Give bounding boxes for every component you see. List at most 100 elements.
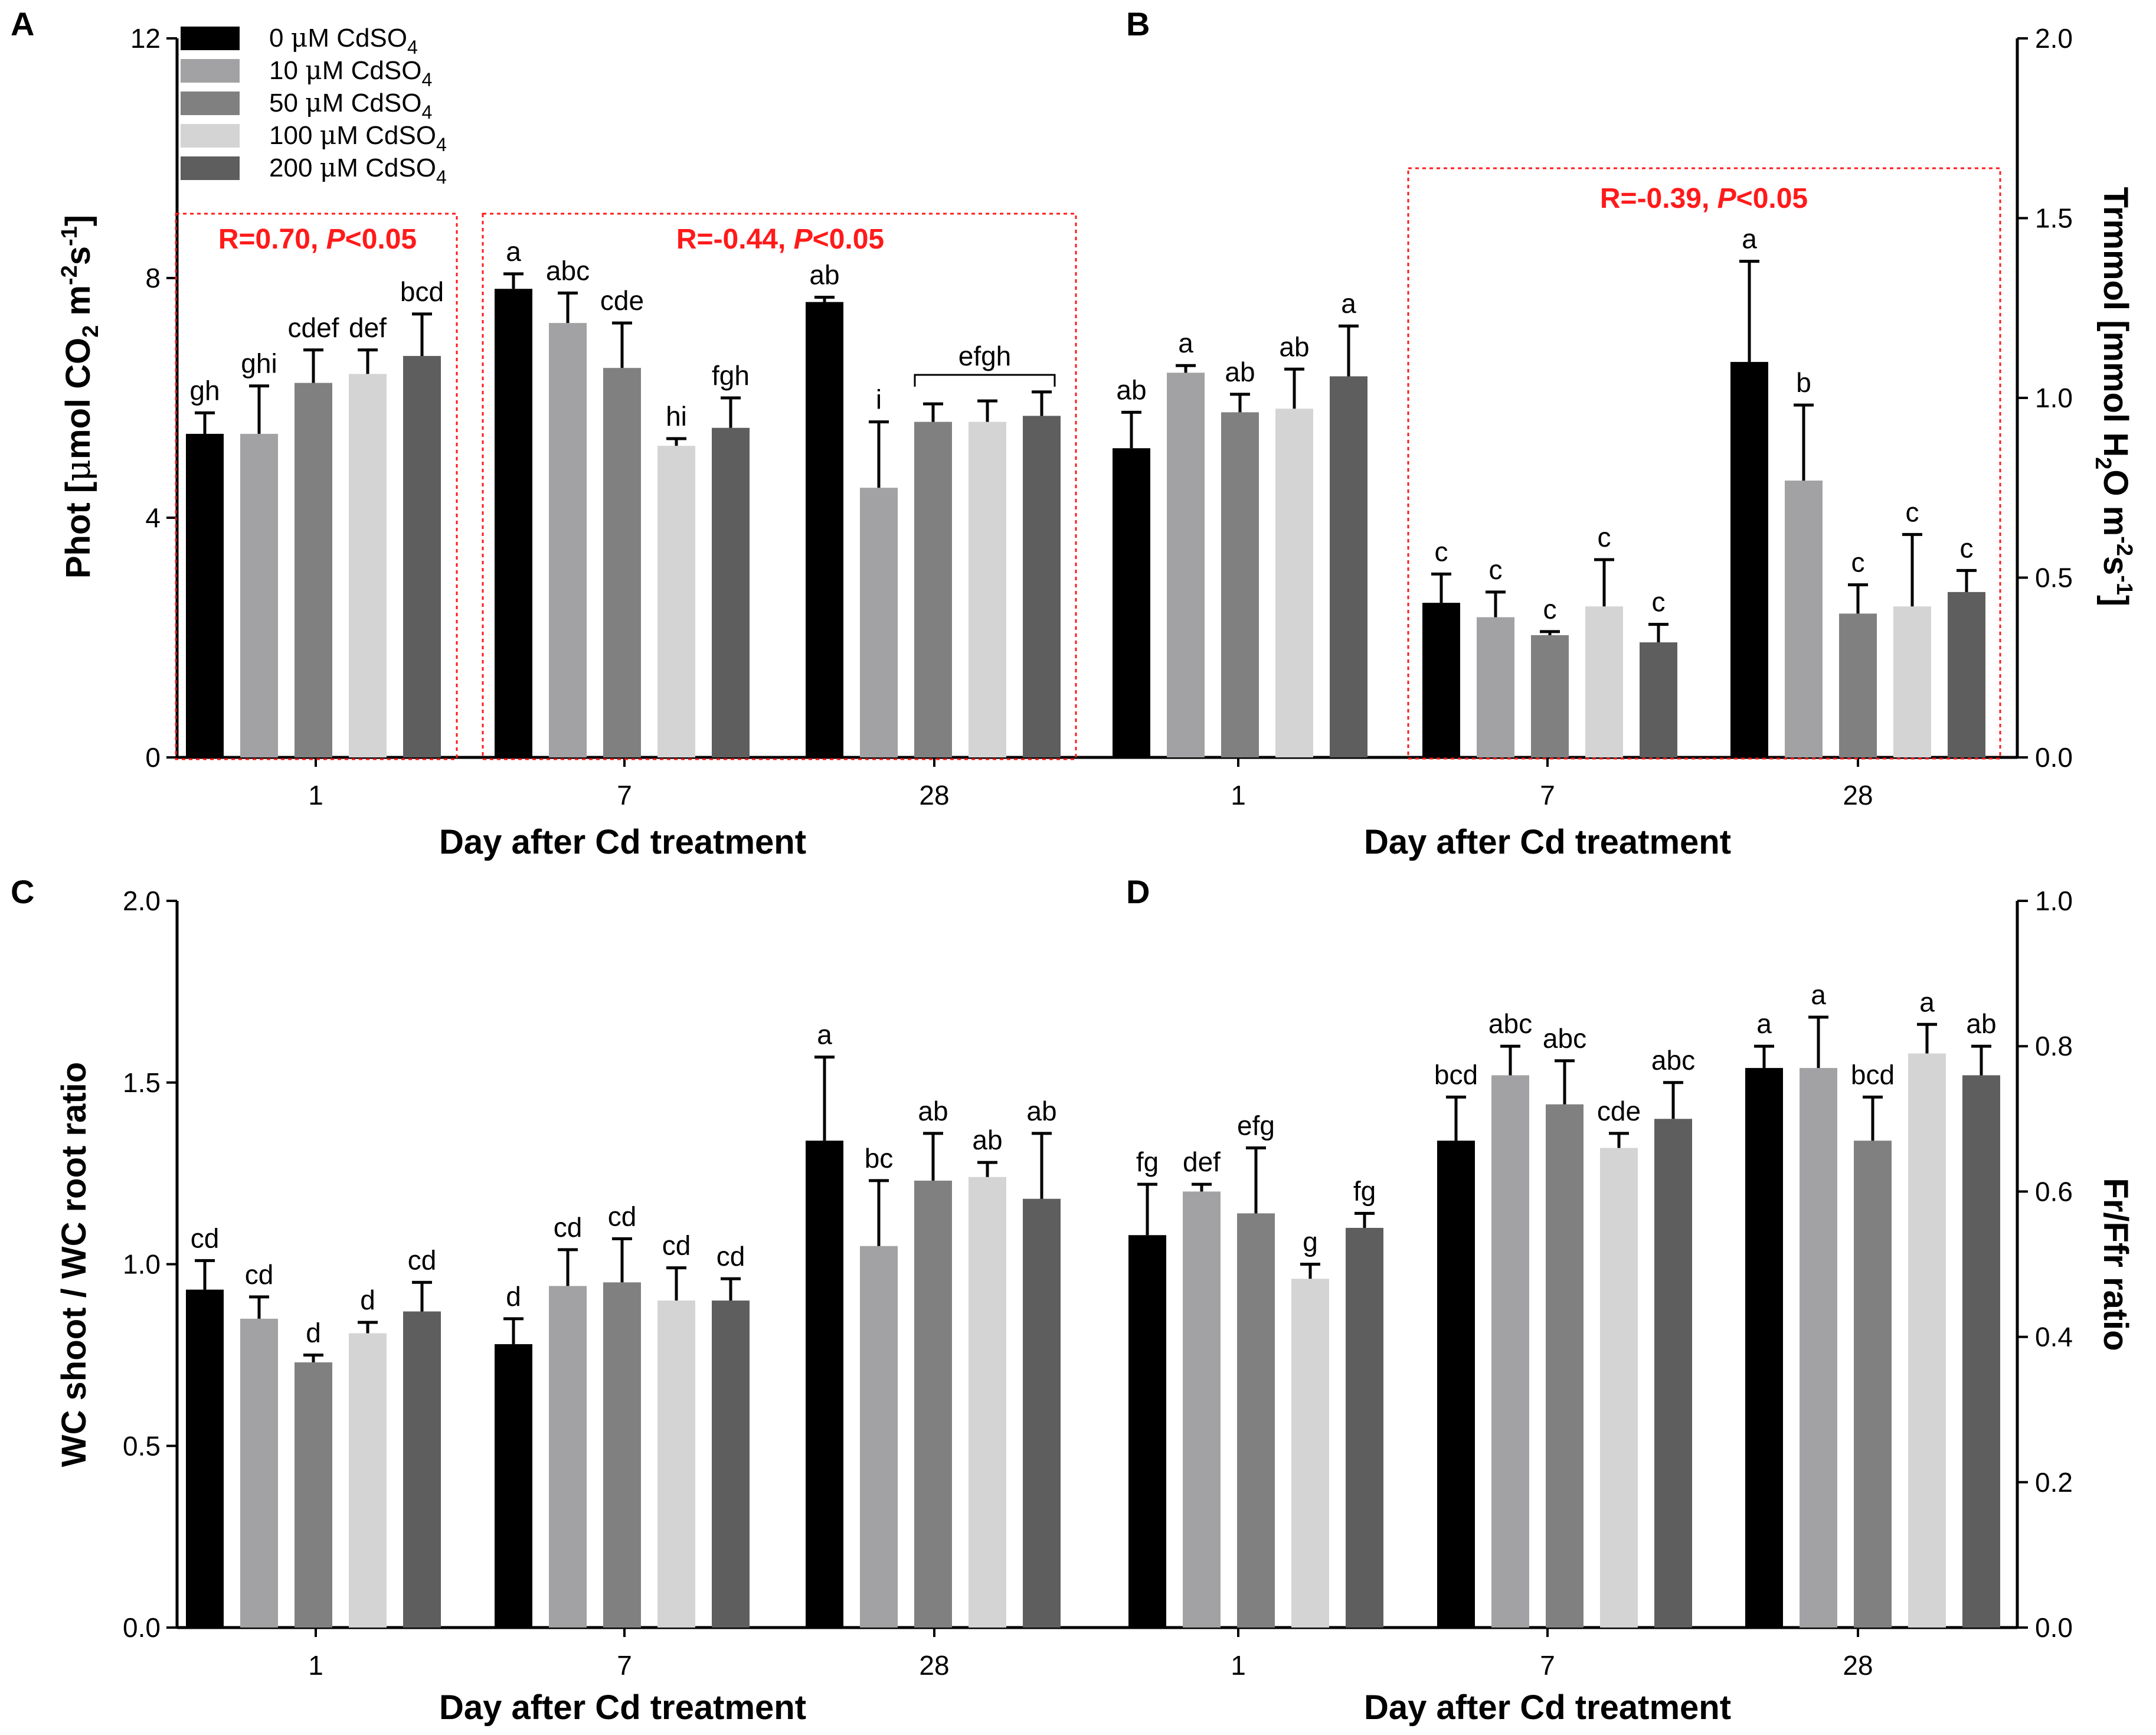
legend-label: 200 μM CdSO4 [269, 153, 447, 188]
bar-b-day7-s2 [1531, 635, 1569, 757]
significance-label: gh [189, 375, 220, 406]
significance-label: c [1489, 554, 1503, 585]
significance-label: def [1183, 1146, 1221, 1177]
bar-c-day7-s4 [712, 1301, 750, 1628]
significance-label: a [1178, 328, 1193, 358]
significance-label: hi [666, 401, 687, 432]
significance-label: fg [1136, 1146, 1159, 1177]
significance-label: d [306, 1317, 321, 1348]
y-tick-label: 1.5 [123, 1067, 161, 1098]
y-tick-label: 0.0 [2035, 1612, 2073, 1643]
correlation-box [175, 213, 458, 760]
correlation-label: R=-0.44, P<0.05 [676, 224, 884, 255]
significance-label: ab [918, 1096, 948, 1126]
bar-c-day7-s1 [549, 1286, 587, 1628]
bar-c-day1-s2 [295, 1362, 332, 1628]
x-tick-label: 1 [1231, 1650, 1246, 1681]
significance-label: a [1919, 986, 1935, 1017]
y-tick-label: 8 [145, 263, 161, 293]
x-tick-label: 7 [1540, 1650, 1555, 1681]
bar-d-day1-s3 [1291, 1279, 1329, 1628]
y-tick-label: 0.6 [2035, 1176, 2073, 1207]
y-tick-label: 0.4 [2035, 1322, 2073, 1352]
correlation-label: R=0.70, P<0.05 [218, 224, 417, 255]
bar-d-day28-s0 [1745, 1068, 1783, 1628]
bar-b-day1-s4 [1330, 376, 1367, 757]
y-tick-label: 0 [145, 742, 161, 773]
bar-d-day1-s1 [1183, 1191, 1221, 1628]
significance-label: d [506, 1281, 521, 1312]
y-tick-label: 1.0 [2035, 886, 2073, 916]
correlation-box [1407, 167, 2001, 760]
legend-swatch [181, 156, 240, 180]
y-tick-label: 4 [145, 502, 161, 533]
bar-d-day7-s1 [1491, 1075, 1529, 1628]
bar-d-day7-s4 [1654, 1119, 1692, 1628]
legend-label: 100 μM CdSO4 [269, 120, 447, 155]
bar-a-day1-s0 [186, 433, 224, 757]
x-axis-title: Day after Cd treatment [439, 823, 806, 861]
bar-d-day1-s0 [1128, 1235, 1166, 1628]
significance-label: abc [1543, 1023, 1586, 1054]
bar-d-day1-s2 [1237, 1213, 1275, 1628]
significance-bracket [914, 374, 1056, 387]
bar-b-day1-s3 [1275, 409, 1313, 757]
bar-b-day7-s4 [1640, 642, 1677, 757]
significance-label: abc [1488, 1008, 1532, 1039]
bar-c-day1-s1 [240, 1318, 278, 1628]
bar-b-day28-s3 [1893, 606, 1931, 757]
bar-c-day7-s2 [603, 1282, 641, 1628]
legend-label: 0 μM CdSO4 [269, 23, 418, 58]
bar-c-day7-s3 [657, 1301, 695, 1628]
panel-letter: B [1126, 5, 1150, 43]
significance-label: efgh [958, 341, 1012, 371]
significance-label: cde [600, 285, 644, 316]
y-axis-title: Phot [μmol CO2 m-2s-1] [57, 215, 103, 579]
significance-label: cd [408, 1244, 437, 1275]
bar-d-day7-s3 [1600, 1148, 1638, 1628]
bar-a-day1-s1 [240, 433, 278, 757]
significance-label: abc [1651, 1045, 1695, 1076]
bar-d-day7-s2 [1546, 1104, 1584, 1628]
significance-label: a [1756, 1008, 1772, 1039]
bar-c-day28-s0 [806, 1141, 843, 1628]
bar-c-day1-s4 [403, 1311, 441, 1628]
significance-label: ab [809, 259, 839, 290]
bar-d-day7-s0 [1437, 1141, 1475, 1628]
bar-d-day1-s4 [1346, 1227, 1383, 1628]
y-tick-label: 0.8 [2035, 1031, 2073, 1061]
significance-label: c [1906, 496, 1919, 527]
bar-a-day28-s1 [860, 488, 898, 757]
y-tick-label: 1.0 [2035, 383, 2073, 413]
legend-label: 10 μM CdSO4 [269, 55, 432, 90]
x-tick-label: 28 [919, 780, 949, 811]
bar-b-day7-s1 [1477, 617, 1514, 757]
correlation-box [482, 213, 1077, 760]
legend-swatch [181, 124, 240, 148]
bar-b-day28-s4 [1948, 592, 1985, 757]
significance-label: ab [1225, 357, 1255, 387]
correlation-label: R=-0.39, P<0.05 [1600, 183, 1808, 214]
bar-d-day28-s4 [1962, 1075, 2000, 1628]
bar-a-day28-s3 [969, 422, 1006, 757]
significance-label: def [349, 312, 387, 343]
x-tick-label: 7 [617, 780, 632, 811]
significance-label: c [1851, 547, 1865, 578]
bar-a-day7-s0 [495, 289, 532, 757]
significance-label: ab [1966, 1008, 1996, 1039]
bar-b-day7-s3 [1585, 606, 1623, 757]
bar-b-day1-s1 [1167, 373, 1205, 757]
significance-label: a [1811, 979, 1826, 1010]
bar-c-day28-s2 [914, 1180, 952, 1628]
legend-swatch [181, 59, 240, 83]
significance-label: a [1742, 224, 1757, 254]
significance-label: i [876, 384, 882, 415]
significance-label: b [1796, 367, 1811, 398]
x-axis-title: Day after Cd treatment [439, 1688, 806, 1727]
significance-label: c [1543, 594, 1557, 625]
significance-label: bcd [1434, 1059, 1478, 1090]
bar-b-day28-s1 [1785, 481, 1823, 757]
